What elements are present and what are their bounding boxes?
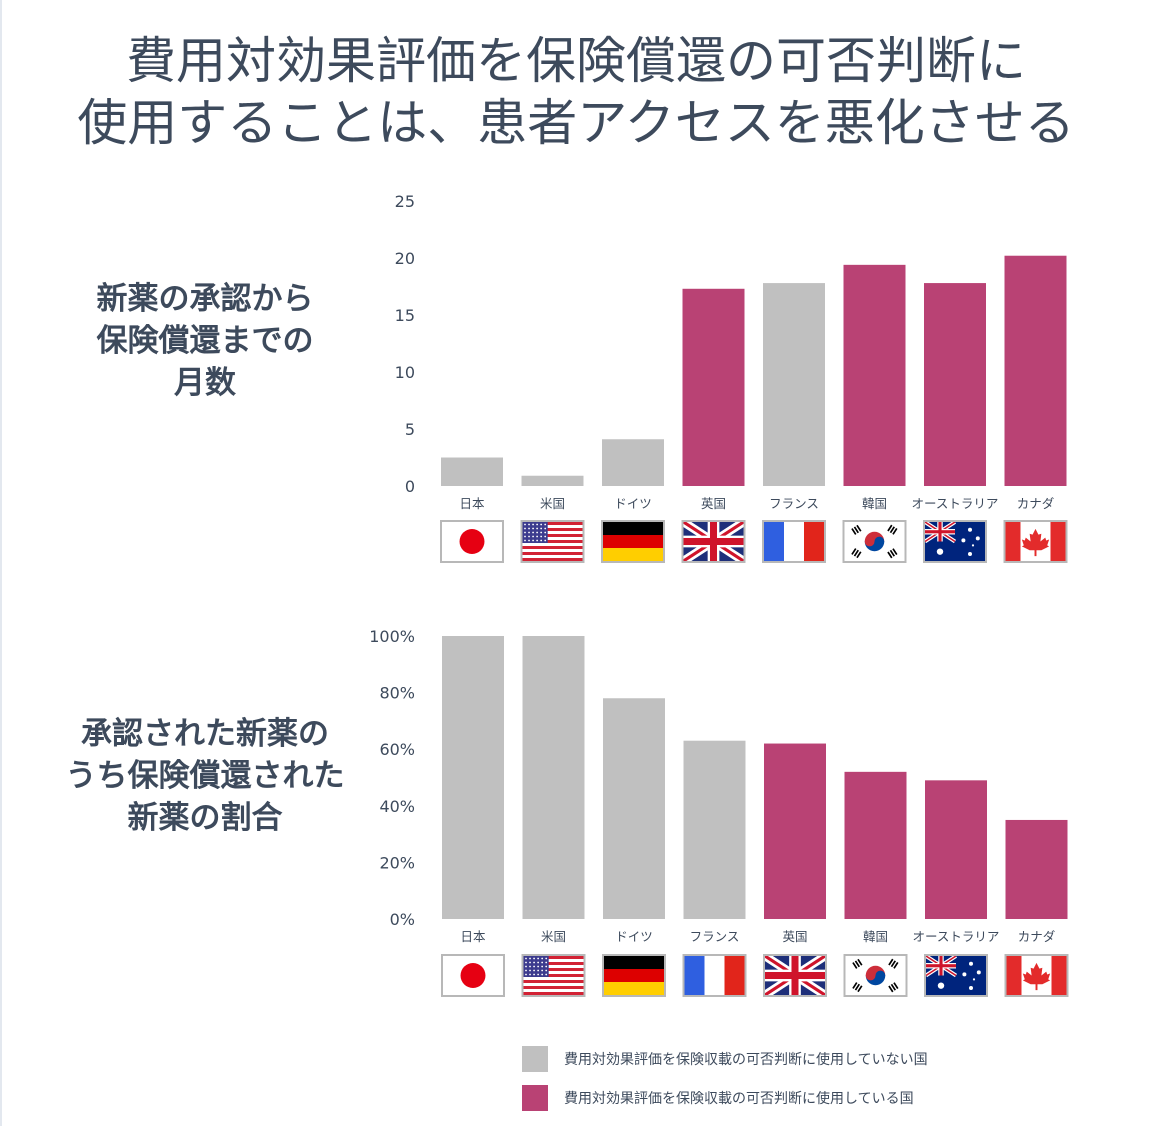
reimbursed-share-chart: 0% 20% 40% 60% 80% 100% 日本 米国 ドイツ フランス 英国 韓国 オーストラリア… — [369, 627, 1069, 997]
bar-japan — [441, 457, 503, 486]
x-tick-label: フランス — [769, 496, 819, 511]
x-tick-label: ドイツ — [615, 929, 653, 944]
bar-germany — [603, 698, 665, 919]
flag-usa-icon — [521, 954, 586, 997]
page-edge-line — [0, 0, 2, 1126]
flag-usa-icon — [520, 520, 585, 563]
x-tick-label: カナダ — [1017, 496, 1055, 511]
legend-item-using: 費用対効果評価を保険収載の可否判断に使用している国 — [522, 1083, 928, 1113]
flag-france-icon — [682, 954, 747, 997]
chart2-label-line-2: うち保険償還された — [65, 758, 345, 794]
flag-france-icon — [762, 520, 826, 563]
bar-canada — [1004, 255, 1067, 486]
legend-label-not-using: 費用対効果評価を保険収載の可否判断に使用していない国 — [564, 1052, 928, 1068]
bar-japan — [442, 636, 504, 919]
y-axis: 0% 20% 40% 60% 80% 100% — [369, 627, 415, 929]
flag-uk-icon — [763, 954, 827, 997]
bar-australia — [925, 780, 987, 919]
page-title: 費用対効果評価を保険償還の可否判断に 使用することは、患者アクセスを悪化させる — [0, 30, 1152, 154]
chart1-label-line-1: 新薬の承認から — [96, 281, 314, 317]
y-tick-label: 20 — [395, 249, 415, 268]
x-tick-label: フランス — [690, 929, 740, 944]
title-line-1: 費用対効果評価を保険償還の可否判断に — [126, 32, 1026, 90]
y-tick-label: 5 — [405, 420, 415, 439]
x-tick-label: 米国 — [541, 929, 566, 944]
bar-australia — [924, 283, 986, 486]
title-line-2: 使用することは、患者アクセスを悪化させる — [77, 94, 1075, 152]
y-tick-label: 100% — [369, 627, 415, 646]
x-tick-label: 米国 — [540, 496, 565, 511]
flag-australia-icon — [924, 954, 988, 997]
y-tick-label: 10 — [395, 363, 415, 382]
legend: 費用対効果評価を保険収載の可否判断に使用していない国 費用対効果評価を保険収載の… — [522, 1044, 928, 1122]
chart1-label-line-2: 保険償還までの — [96, 323, 314, 359]
bar-france — [683, 740, 746, 919]
chart2-side-label: 承認された新薬の うち保険償還された 新薬の割合 — [40, 713, 370, 839]
y-tick-label: 60% — [379, 740, 415, 759]
flag-korea-icon — [842, 520, 907, 563]
flag-canada-icon — [1004, 954, 1069, 997]
flag-uk-icon — [681, 520, 746, 563]
x-tick-label: 韓国 — [863, 929, 888, 944]
y-tick-label: 25 — [395, 192, 415, 211]
x-tick-label: カナダ — [1018, 929, 1056, 944]
bar-usa — [521, 475, 584, 486]
x-tick-label: ドイツ — [614, 496, 652, 511]
flag-canada-icon — [1003, 520, 1068, 563]
y-tick-label: 20% — [379, 853, 415, 872]
bar-korea — [843, 264, 906, 486]
bar-uk — [764, 743, 826, 919]
x-tick-label: オーストラリア — [912, 496, 999, 511]
reimbursement-months-chart: 0 5 10 15 20 25 日本 米国 ドイツ 英国 フランス 韓国 オーストラリア カナダ — [395, 192, 1068, 563]
flag-japan-icon — [440, 520, 504, 563]
x-tick-label: オーストラリア — [913, 929, 1000, 944]
x-tick-label: 英国 — [782, 929, 807, 944]
y-tick-label: 80% — [379, 684, 415, 703]
x-tick-label: 日本 — [459, 496, 485, 511]
x-tick-label: 英国 — [701, 496, 726, 511]
flag-germany-icon — [601, 520, 665, 563]
chart2-label-line-3: 新薬の割合 — [127, 800, 283, 836]
x-tick-label: 日本 — [460, 929, 486, 944]
bar-uk — [682, 288, 745, 486]
flag-korea-icon — [843, 954, 908, 997]
y-axis: 0 5 10 15 20 25 — [395, 192, 415, 496]
chart1-side-label: 新薬の承認から 保険償還までの 月数 — [40, 278, 370, 404]
chart2-label-line-1: 承認された新薬の — [81, 716, 329, 752]
bar-germany — [602, 439, 664, 486]
flag-australia-icon — [923, 520, 987, 563]
legend-label-using: 費用対効果評価を保険収載の可否判断に使用している国 — [564, 1091, 914, 1107]
legend-swatch-gray — [522, 1046, 548, 1072]
x-tick-label: 韓国 — [862, 496, 887, 511]
y-tick-label: 0 — [405, 477, 415, 496]
legend-item-not-using: 費用対効果評価を保険収載の可否判断に使用していない国 — [522, 1044, 928, 1074]
flag-japan-icon — [441, 954, 505, 997]
bar-france — [763, 283, 825, 486]
y-tick-label: 40% — [379, 797, 415, 816]
y-tick-label: 15 — [395, 306, 415, 325]
flag-germany-icon — [602, 954, 666, 997]
bar-korea — [844, 771, 907, 919]
legend-swatch-magenta — [522, 1085, 548, 1111]
bar-canada — [1005, 819, 1068, 919]
bar-usa — [522, 636, 585, 919]
chart1-label-line-3: 月数 — [174, 365, 236, 401]
y-tick-label: 0% — [390, 910, 415, 929]
